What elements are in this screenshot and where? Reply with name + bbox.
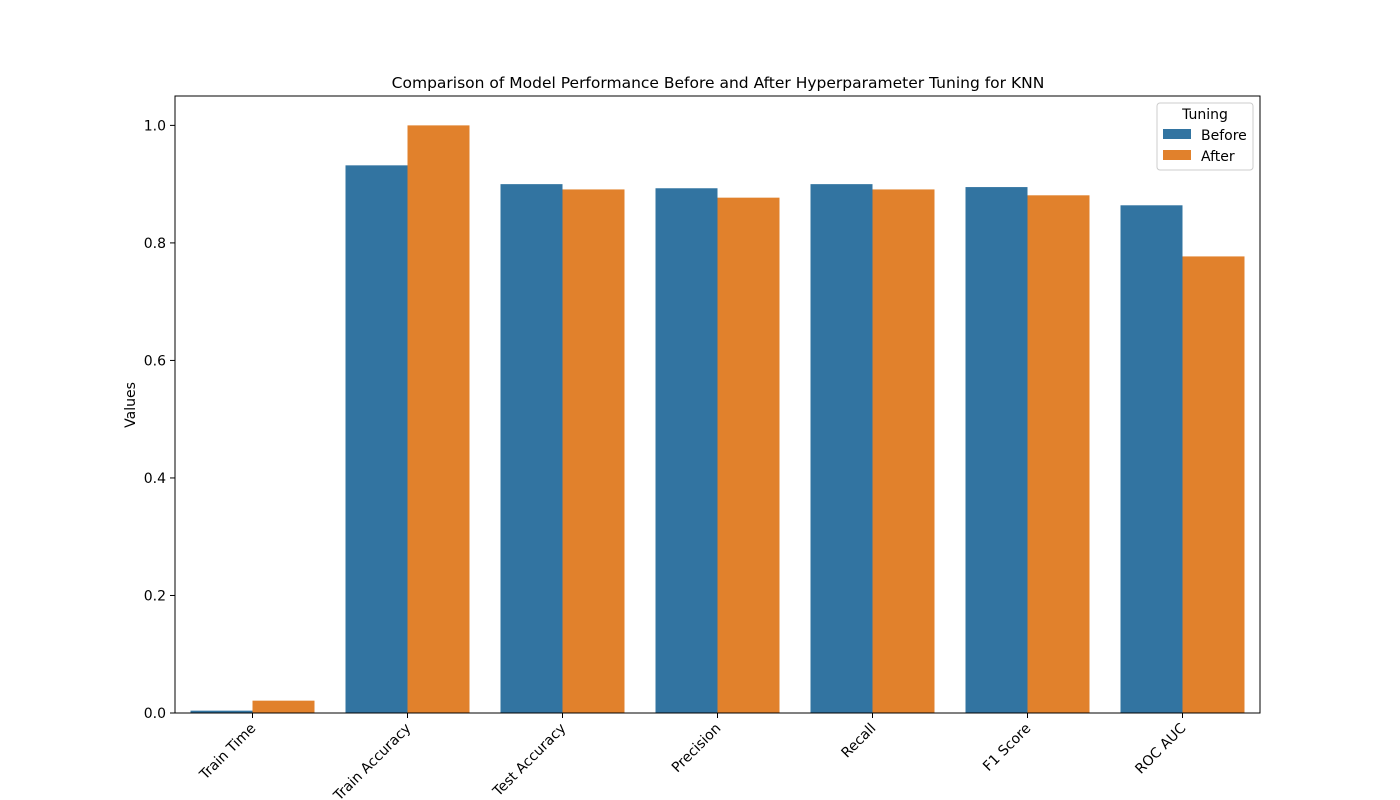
bar-before-train-time: [190, 710, 253, 713]
x-tick-label: Precision: [669, 721, 724, 776]
legend-title: Tuning: [1181, 107, 1228, 123]
plot-frame: [174, 95, 1261, 714]
bar-after-recall: [872, 189, 935, 714]
legend: Tuning Before After: [1156, 102, 1254, 171]
bar-after-f1-score: [1027, 195, 1090, 713]
bar-before-f1-score: [965, 187, 1028, 714]
bar-before-train-accuracy: [345, 165, 408, 713]
chart-title: Comparison of Model Performance Before a…: [392, 74, 1045, 92]
bar-after-precision: [717, 197, 780, 714]
bar-after-train-accuracy: [407, 125, 470, 713]
x-tick-label: ROC AUC: [1132, 720, 1189, 777]
y-tick-label: 0.4: [144, 471, 166, 487]
y-tick-label: 0.2: [144, 588, 166, 604]
bar-before-roc-auc: [1120, 205, 1183, 713]
legend-swatch-after: [1163, 150, 1191, 160]
bar-before-test-accuracy: [500, 184, 563, 714]
x-tick-label: Train Time: [196, 721, 259, 784]
bar-after-test-accuracy: [562, 189, 625, 714]
bar-after-roc-auc: [1182, 256, 1245, 713]
legend-label-after: After: [1201, 149, 1235, 165]
y-axis: 0.0 0.2 0.4 0.6 0.8 1.0: [144, 118, 175, 722]
bars-group: [190, 125, 1245, 714]
x-tick-label: Train Accuracy: [330, 721, 414, 800]
bar-before-precision: [655, 188, 718, 713]
y-tick-label: 0.6: [144, 353, 166, 369]
bar-after-train-time: [252, 700, 315, 713]
legend-swatch-before: [1163, 129, 1191, 139]
y-tick-label: 0.0: [144, 706, 166, 722]
x-axis: Train Time Train Accuracy Test Accuracy Pre…: [196, 713, 1189, 800]
bar-before-recall: [810, 184, 873, 714]
legend-label-before: Before: [1201, 128, 1247, 144]
y-axis-label: Values: [123, 382, 139, 428]
y-tick-label: 0.8: [144, 236, 166, 252]
x-tick-label: Test Accuracy: [489, 721, 569, 800]
x-tick-label: Recall: [838, 721, 879, 762]
y-tick-label: 1.0: [144, 118, 166, 134]
x-tick-label: F1 Score: [980, 721, 1034, 775]
